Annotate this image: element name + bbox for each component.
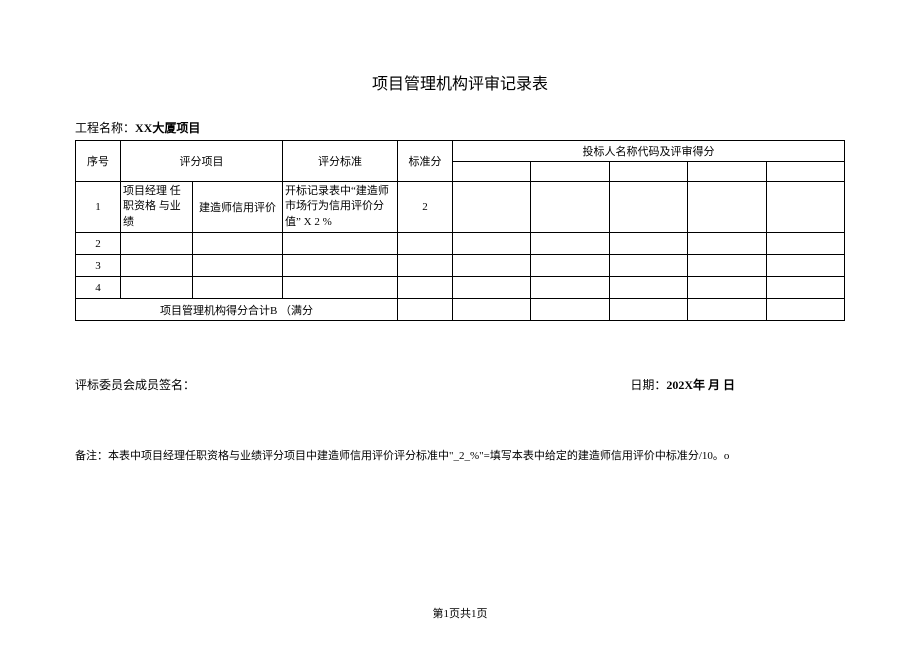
item2-cell <box>193 277 283 299</box>
note-label: 备注： <box>75 450 108 462</box>
th-bidders: 投标人名称代码及评审得分 <box>453 141 845 162</box>
th-stdscore: 标准分 <box>398 141 453 182</box>
table-row: 4 <box>76 277 845 299</box>
project-value: XX大厦项目 <box>135 121 200 135</box>
table-row: 3 <box>76 255 845 277</box>
bidder-cell <box>531 299 609 321</box>
project-label: 工程名称： <box>75 121 135 135</box>
item2-cell: 建造师信用评价 <box>193 182 283 233</box>
note-block: 备注：本表中项目经理任职资格与业绩评分项目中建造师信用评价评分标准中"_2_%"… <box>75 448 845 466</box>
project-name-line: 工程名称：XX大厦项目 <box>75 119 845 136</box>
item1-cell <box>121 255 193 277</box>
page-footer: 第1页共1页 <box>0 605 920 621</box>
th-item: 评分项目 <box>121 141 283 182</box>
th-seq: 序号 <box>76 141 121 182</box>
score-cell <box>398 233 453 255</box>
bidder-cell <box>609 299 687 321</box>
date-block: 日期：202X年 月 日 <box>630 376 735 393</box>
bidder-cell <box>766 255 844 277</box>
bidder-cell <box>453 233 531 255</box>
date-value: 202X年 月 日 <box>666 378 735 392</box>
bidder-cell <box>609 277 687 299</box>
item1-cell: 项目经理 任职资格 与业绩 <box>121 182 193 233</box>
bidder-cell <box>688 182 766 233</box>
bidder-cell <box>688 277 766 299</box>
review-table: 序号 评分项目 评分标准 标准分 投标人名称代码及评审得分 1 项目经理 任职资… <box>75 140 845 321</box>
score-cell <box>398 255 453 277</box>
bidder-cell <box>609 255 687 277</box>
bidder-cell <box>531 277 609 299</box>
item2-cell <box>193 233 283 255</box>
signature-label: 评标委员会成员签名： <box>75 376 195 393</box>
seq-cell: 3 <box>76 255 121 277</box>
standard-cell <box>283 233 398 255</box>
bidder-col-2 <box>531 162 609 182</box>
signature-row: 评标委员会成员签名： 日期：202X年 月 日 <box>75 376 845 393</box>
bidder-cell <box>453 182 531 233</box>
bidder-cell <box>766 299 844 321</box>
bidder-col-3 <box>609 162 687 182</box>
standard-cell: 开标记录表中“建造师 市场行为信用评价分值” X 2 % <box>283 182 398 233</box>
seq-cell: 4 <box>76 277 121 299</box>
note-text: 本表中项目经理任职资格与业绩评分项目中建造师信用评价评分标准中"_2_%"=填写… <box>108 450 729 462</box>
page-title: 项目管理机构评审记录表 <box>75 70 845 94</box>
sum-label: 项目管理机构得分合计B （满分 <box>76 299 398 321</box>
bidder-cell <box>609 182 687 233</box>
bidder-cell <box>453 299 531 321</box>
item2-cell <box>193 255 283 277</box>
sum-score <box>398 299 453 321</box>
table-row: 2 <box>76 233 845 255</box>
bidder-col-1 <box>453 162 531 182</box>
table-row: 1 项目经理 任职资格 与业绩 建造师信用评价 开标记录表中“建造师 市场行为信… <box>76 182 845 233</box>
bidder-cell <box>766 233 844 255</box>
item1-cell <box>121 277 193 299</box>
th-standard: 评分标准 <box>283 141 398 182</box>
bidder-cell <box>531 182 609 233</box>
bidder-cell <box>531 233 609 255</box>
bidder-cell <box>766 277 844 299</box>
bidder-cell <box>688 299 766 321</box>
bidder-cell <box>609 233 687 255</box>
seq-cell: 1 <box>76 182 121 233</box>
bidder-col-5 <box>766 162 844 182</box>
bidder-cell <box>531 255 609 277</box>
bidder-cell <box>453 277 531 299</box>
standard-cell <box>283 277 398 299</box>
bidder-cell <box>688 233 766 255</box>
score-cell <box>398 277 453 299</box>
bidder-col-4 <box>688 162 766 182</box>
item1-cell <box>121 233 193 255</box>
seq-cell: 2 <box>76 233 121 255</box>
standard-cell <box>283 255 398 277</box>
sum-row: 项目管理机构得分合计B （满分 <box>76 299 845 321</box>
date-label: 日期： <box>630 378 666 392</box>
bidder-cell <box>453 255 531 277</box>
bidder-cell <box>688 255 766 277</box>
bidder-cell <box>766 182 844 233</box>
score-cell: 2 <box>398 182 453 233</box>
